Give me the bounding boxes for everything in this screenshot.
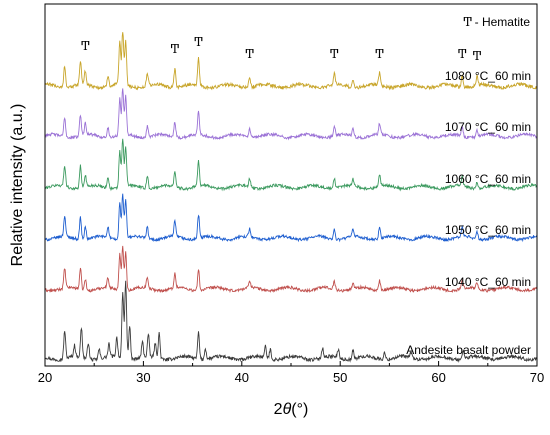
series-line — [44, 280, 538, 363]
series-line — [44, 88, 538, 141]
hematite-marker: Ͳ — [376, 47, 384, 61]
x-axis-title-prefix: 2 — [274, 401, 283, 418]
x-axis-title: 2θ(°) — [274, 401, 309, 418]
x-tick-label: 20 — [38, 370, 52, 385]
x-axis-title-var: θ — [283, 401, 292, 418]
x-tick-label: 70 — [530, 370, 544, 385]
hematite-marker: Ͳ — [473, 49, 481, 63]
x-tick-label: 60 — [431, 370, 445, 385]
hematite-marker: Ͳ — [458, 47, 466, 61]
x-tick-label: 30 — [136, 370, 150, 385]
hematite-marker: Ͳ — [81, 39, 89, 53]
plot-area — [44, 32, 538, 363]
hematite-markers: Ͳ Ͳ ͲͲ Ͳ Ͳ Ͳ Ͳ — [81, 35, 481, 63]
y-axis-title: Relative intensity (a.u.) — [9, 104, 26, 267]
hematite-marker: Ͳ — [194, 35, 202, 49]
svg-text:Ͳ- Hematite: Ͳ- Hematite — [464, 15, 531, 29]
series-label: 1080 °C_60 min — [445, 69, 531, 83]
series-label: 1060 °C_60 min — [445, 172, 531, 186]
x-tick-label: 40 — [235, 370, 249, 385]
series-label: 1070 °C_60 min — [445, 120, 531, 134]
x-axis: 20 30 40 50 60 70 — [38, 361, 544, 385]
hematite-marker: Ͳ — [246, 47, 254, 61]
hematite-marker: Ͳ — [330, 47, 338, 61]
series-line — [44, 138, 538, 192]
series-label: 1040 °C_60 min — [445, 275, 531, 289]
series-line — [44, 32, 538, 91]
legend: Ͳ- Hematite — [464, 15, 531, 29]
series-labels: Andesite basalt powder 1040 °C_60 min 1050… — [406, 69, 531, 357]
series-label: 1050 °C_60 min — [445, 223, 531, 237]
hematite-marker: Ͳ — [171, 42, 179, 56]
series-label: Andesite basalt powder — [406, 343, 531, 357]
x-tick-label: 50 — [333, 370, 347, 385]
series-line — [44, 245, 538, 294]
x-axis-title-suffix: (°) — [291, 401, 308, 418]
legend-label: - Hematite — [475, 15, 531, 29]
series-line — [44, 193, 538, 243]
legend-symbol: Ͳ — [464, 15, 472, 29]
